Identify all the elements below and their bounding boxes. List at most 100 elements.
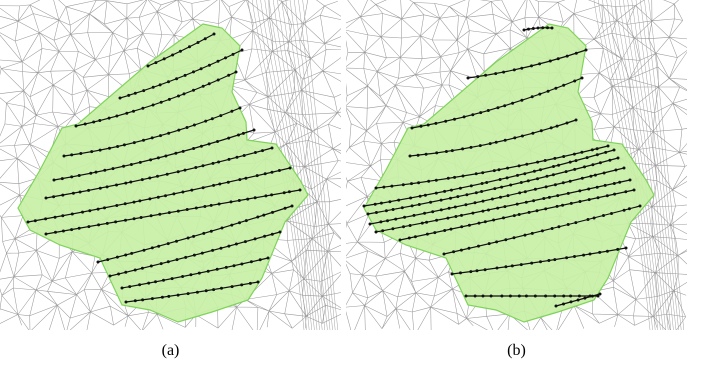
streamline-point [503,104,507,108]
streamline-point [141,298,145,302]
streamline-point [62,154,66,158]
streamline-point [147,281,151,285]
streamline-point [117,272,121,276]
streamline-point [506,194,510,198]
streamline-point [374,211,378,214]
streamline-point [612,148,616,152]
streamline-point [394,217,398,221]
streamline-point [500,185,504,189]
streamline-point [167,80,170,84]
streamline-point [493,187,497,191]
selected-region [363,23,655,323]
streamline-point [129,163,133,166]
streamline-point [588,252,592,256]
streamline-point [442,252,446,256]
streamline-point [133,91,137,95]
streamline-point [98,119,102,122]
streamline-point [589,174,593,178]
surface-contour-line [281,0,326,330]
streamline-point [555,124,559,128]
surface-contour-line [289,0,331,330]
streamline-point [116,145,120,148]
streamline-point [202,231,206,235]
streamline-point [520,66,524,70]
streamline-point [474,191,478,195]
streamline-point [212,183,216,187]
streamline-point [562,155,566,158]
streamline-point [230,285,234,289]
streamline-point [523,233,527,237]
streamline-point [539,260,542,264]
streamline-point [192,253,196,257]
streamline-point [248,281,252,285]
streamline-point [106,258,110,262]
streamline-point [181,149,185,153]
streamline-point [176,293,180,297]
streamline-point [546,26,549,30]
streamline-point [578,189,582,193]
streamline-point [561,181,565,185]
streamlines [26,32,302,304]
streamline-point [566,223,570,226]
streamline-point [70,175,74,179]
streamline-point [184,255,188,259]
streamline-point [177,128,181,132]
streamline-point [181,275,185,278]
streamline-point [439,198,443,202]
streamline-point [556,194,560,198]
streamline-point [523,172,527,176]
streamline-point [142,138,145,142]
streamline-point [532,169,536,173]
streamline-point [580,150,584,154]
streamline-point [453,117,456,121]
streamline-point [125,111,129,115]
streamline-point [216,59,220,63]
streamline-point [61,214,65,218]
streamline-point [504,238,508,242]
streamline-point [87,225,91,229]
streamline-point [423,211,427,215]
streamline-point [107,116,111,120]
streamline-point [288,166,292,170]
streamline-point [207,142,211,146]
streamline-point [98,186,102,190]
streamline-point [550,227,554,230]
streamline-point [77,174,81,177]
streamline-point [217,160,221,164]
streamline-point [417,203,421,206]
streamline-point [444,119,448,123]
streamline-point [400,206,404,210]
streamline-point [407,236,411,240]
streamline-point [264,194,268,198]
streamline-point [130,251,134,255]
streamline-point [111,167,115,171]
streamline-point [530,64,533,68]
streamline-point [508,294,512,298]
streamline-point [165,172,169,176]
streamline-point [194,206,198,210]
streamline-point [460,225,464,229]
surface-contour-line [298,0,336,330]
streamline-point [488,142,492,146]
streamline-point [519,263,523,267]
streamline-point [585,156,589,160]
streamline-point [230,223,234,227]
streamline-point [431,210,435,214]
streamline-point [397,198,401,202]
streamline-point [504,265,508,269]
streamline-point [249,260,253,264]
streamline-point [548,59,552,63]
streamline-point [530,261,534,265]
streamline-point [603,183,607,187]
streamline-point [475,269,479,273]
streamline-point [517,294,521,298]
streamline-point [498,178,502,181]
streamline-point [138,199,142,203]
streamline-point [94,170,98,174]
streamline-point [159,262,163,266]
streamline-point [420,221,424,225]
streamline-point [278,230,282,234]
streamline-point [464,294,468,298]
streamline-point [638,204,642,208]
